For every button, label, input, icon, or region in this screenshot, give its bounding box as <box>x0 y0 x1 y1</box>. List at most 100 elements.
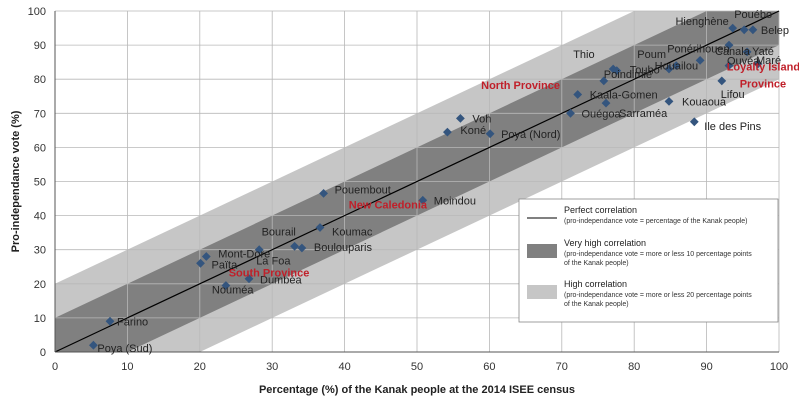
point-label: Houailou <box>655 60 698 72</box>
point-marker <box>753 59 763 69</box>
point-label: Bourail <box>262 226 296 238</box>
x-tick-80: 80 <box>628 361 640 373</box>
legend-subtext: (pro-independance vote = more or less 20… <box>564 292 752 299</box>
point-marker <box>290 241 299 251</box>
point-marker <box>244 274 254 284</box>
legend-subtext: of the Kanak people) <box>564 301 629 308</box>
y-tick-30: 30 <box>34 245 46 257</box>
point-marker <box>485 129 495 139</box>
legend: Perfect correlation (pro-independance vot… <box>518 198 779 323</box>
y-tick-70: 70 <box>34 108 46 120</box>
point-marker <box>573 90 583 99</box>
province-label: South Province <box>229 267 310 279</box>
legend-title: High correlation <box>564 279 627 289</box>
point-label: Nouméa <box>212 285 254 297</box>
point-label: Voh <box>472 113 491 125</box>
point-marker <box>664 97 674 106</box>
y-tick-80: 80 <box>34 74 46 86</box>
point-label: Poya (Sud) <box>97 343 152 355</box>
y-tick-60: 60 <box>34 142 46 154</box>
x-tick-0: 0 <box>52 361 58 373</box>
point-marker <box>742 47 752 57</box>
point-marker <box>664 64 674 74</box>
point-marker <box>443 127 452 137</box>
x-tick-40: 40 <box>338 361 350 373</box>
point-marker <box>566 108 575 118</box>
point-label: Poya (Nord) <box>501 129 560 141</box>
y-tick-20: 20 <box>34 279 46 291</box>
x-tick-90: 90 <box>700 361 712 373</box>
point-marker <box>728 23 738 33</box>
point-marker <box>724 61 734 70</box>
legend-title: Very high correlation <box>564 238 646 248</box>
x-tick-30: 30 <box>266 361 278 373</box>
point-label: Ponérihouen <box>667 44 729 56</box>
point-labels: Poya (Sud) Farino Nouméa Dumbéa PaïtaMont-Do… <box>97 9 789 355</box>
point-label: Kaala-Gomen <box>590 90 658 102</box>
perfect-correlation-line <box>54 10 780 353</box>
point-marker <box>717 76 727 86</box>
y-tick-10: 10 <box>34 313 46 325</box>
y-tick-50: 50 <box>34 177 46 189</box>
point-marker <box>689 117 699 127</box>
y-tick-40: 40 <box>34 211 46 223</box>
point-label: Mont-Dore <box>218 249 270 261</box>
point-label: Canala <box>715 46 751 58</box>
point-marker <box>196 258 205 268</box>
point-label: Thio <box>573 49 594 61</box>
x-tick-70: 70 <box>556 361 568 373</box>
point-marker <box>319 189 328 198</box>
point-label: Ouégoa <box>582 108 622 120</box>
point-marker <box>418 195 428 205</box>
point-marker <box>612 66 622 76</box>
legend-swatch-very_high <box>527 244 557 258</box>
y-tick-labels: 0 10 20 30 40 50 60 70 80 90 100 <box>28 6 46 359</box>
point-marker <box>599 76 609 86</box>
y-tick-0: 0 <box>40 347 46 359</box>
x-tick-20: 20 <box>194 361 206 373</box>
point-marker <box>739 25 749 35</box>
point-label: Pouébo <box>734 9 772 21</box>
legend-subtext: (pro-independance vote = percentage of t… <box>564 218 748 225</box>
point-label: Kouaoua <box>682 96 727 108</box>
point-marker <box>201 252 211 261</box>
province-label: Loyalty Islands <box>727 61 799 73</box>
x-axis-title: Percentage (%) of the Kanak people at th… <box>259 384 575 396</box>
x-tick-100: 100 <box>770 361 788 373</box>
legend-subtext: (pro-independance vote = more or less 10… <box>564 251 752 258</box>
point-label: Moindou <box>434 195 476 207</box>
point-marker <box>671 61 681 70</box>
province-label: North Province <box>481 80 560 92</box>
point-label: Boulouparis <box>314 242 373 254</box>
point-marker <box>105 316 115 326</box>
y-axis-title: Pro-independance vote (%) <box>10 110 22 252</box>
point-label: Koumac <box>332 227 373 239</box>
legend-box <box>518 198 779 323</box>
point-label: Yaté <box>752 46 774 58</box>
diagonal-line <box>54 10 780 353</box>
point-marker <box>89 340 98 350</box>
point-marker <box>724 40 734 50</box>
y-tick-90: 90 <box>34 40 46 52</box>
point-marker <box>254 245 264 255</box>
point-label: Pouembout <box>335 184 391 196</box>
x-tick-60: 60 <box>483 361 495 373</box>
province-label: New Caledonia <box>349 200 428 212</box>
province-label: Province <box>740 78 786 90</box>
y-tick-100: 100 <box>28 6 46 18</box>
point-label: Dumbéa <box>260 275 302 287</box>
point-label: Lifou <box>721 89 745 101</box>
point-marker <box>221 281 231 290</box>
point-label: Maré <box>756 55 781 67</box>
legend-swatch-high <box>527 285 557 299</box>
legend-subtext: of the Kanak people) <box>564 260 629 267</box>
x-tick-labels: 0 10 20 30 40 50 60 70 80 90 100 <box>52 361 788 373</box>
point-marker <box>695 56 705 65</box>
point-label: Sarraméa <box>619 108 668 120</box>
point-marker <box>297 243 307 253</box>
point-marker <box>456 114 465 123</box>
point-marker <box>601 98 611 108</box>
point-label: Touho <box>630 65 660 77</box>
x-tick-10: 10 <box>121 361 133 373</box>
